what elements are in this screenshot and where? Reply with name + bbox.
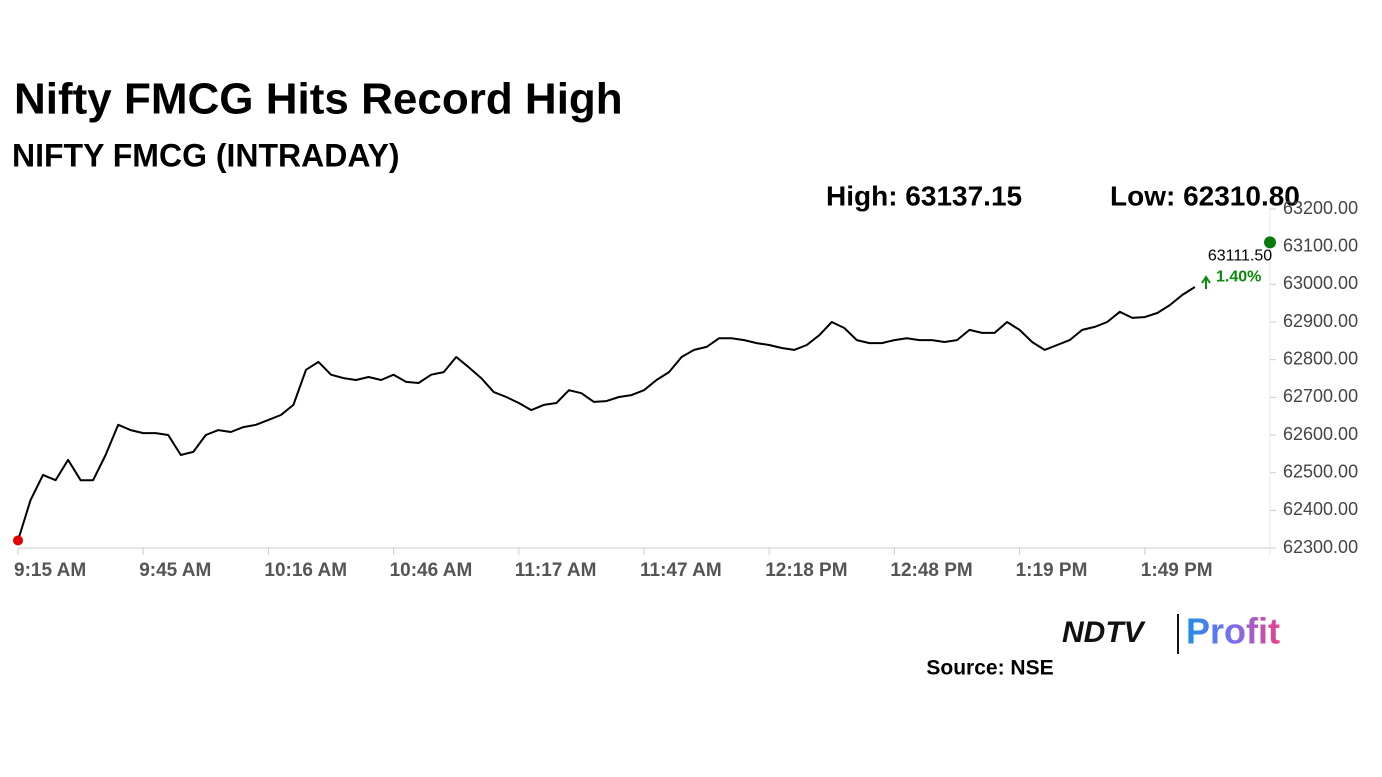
x-tick-label: 9:45 AM <box>139 560 211 581</box>
x-tick-label: 9:15 AM <box>14 560 86 581</box>
x-tick-label: 1:19 PM <box>1016 560 1088 581</box>
y-tick-label: 62800.00 <box>1283 348 1358 368</box>
last-point-marker <box>1264 236 1276 249</box>
y-tick-label: 63100.00 <box>1283 235 1358 255</box>
logo-product: Profit <box>1186 611 1280 652</box>
y-tick-label: 62300.00 <box>1283 537 1358 557</box>
chart-subtitle: NIFTY FMCG (INTRADAY) <box>12 137 400 173</box>
y-tick-label: 62600.00 <box>1283 424 1358 444</box>
x-tick-label: 12:48 PM <box>890 560 972 581</box>
x-tick-label: 11:17 AM <box>515 560 597 581</box>
y-tick-label: 62500.00 <box>1283 461 1358 481</box>
x-tick-label: 10:16 AM <box>264 560 347 581</box>
y-tick-label: 63200.00 <box>1283 198 1358 218</box>
change-arrow <box>1201 275 1211 289</box>
high-label: High: 63137.15 <box>826 180 1022 211</box>
series-line <box>17 286 1196 541</box>
logo-brand: NDTV <box>1062 616 1147 649</box>
y-tick-label: 62400.00 <box>1283 499 1358 519</box>
chart-title: Nifty FMCG Hits Record High <box>14 75 623 124</box>
start-marker <box>13 535 23 546</box>
y-tick-label: 62700.00 <box>1283 386 1358 406</box>
y-tick-label: 62900.00 <box>1283 311 1358 331</box>
y-tick-label: 63000.00 <box>1283 273 1358 293</box>
x-tick-label: 12:18 PM <box>765 560 847 581</box>
change-label: 1.40% <box>1216 269 1261 286</box>
x-tick-label: 1:49 PM <box>1141 560 1213 581</box>
source: Source: NSE <box>926 657 1053 680</box>
low-label: Low: 62310.80 <box>1110 180 1300 211</box>
x-tick-label: 11:47 AM <box>640 560 722 581</box>
x-tick-label: 10:46 AM <box>390 560 473 581</box>
last-point-label: 63111.50 <box>1208 248 1272 265</box>
